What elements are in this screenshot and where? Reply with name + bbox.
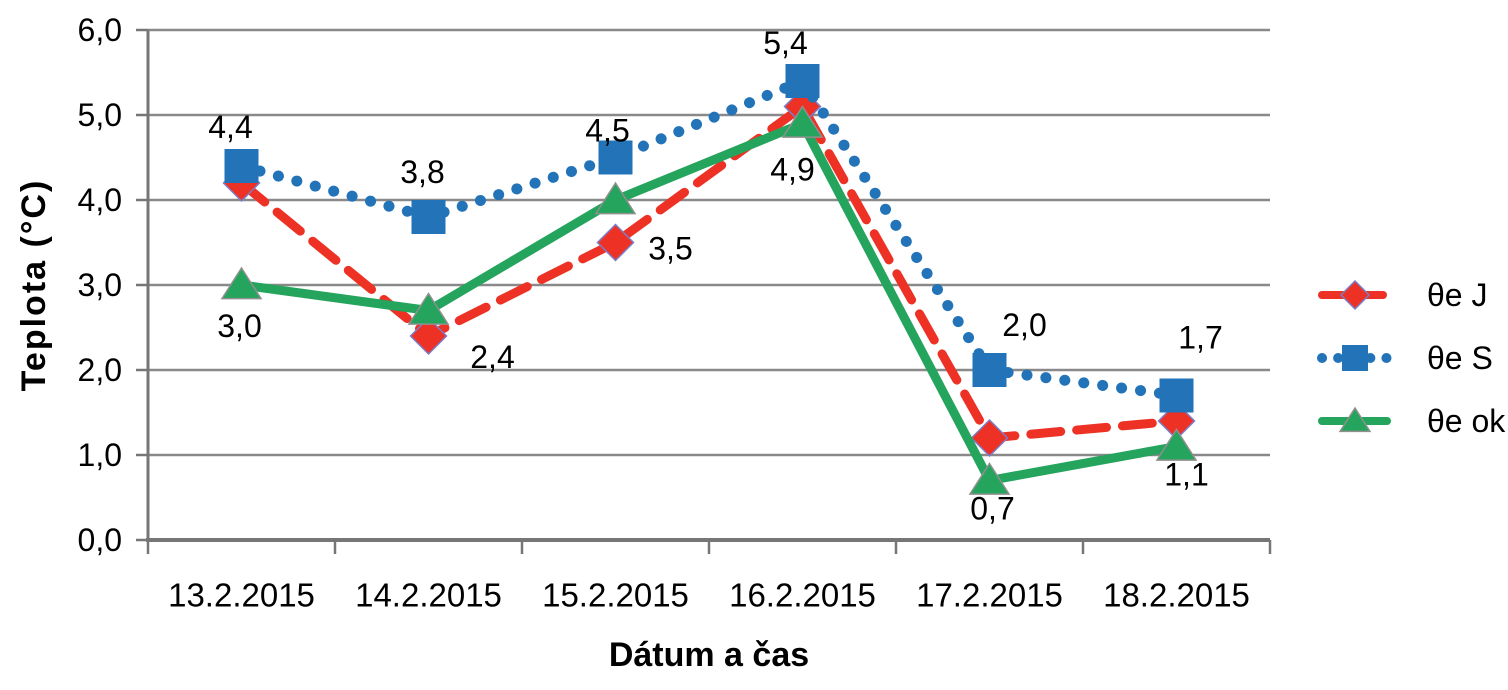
marker-triangle-thetae-ok [968, 462, 1011, 495]
data-label-thetae-ok: 0,7 [970, 491, 1014, 527]
marker-square-thetae-s [598, 140, 633, 175]
legend-item-thetae-ok: θe ok [1318, 403, 1506, 439]
x-tick-label: 16.2.2015 [729, 577, 876, 614]
x-axis-title: Dátum a čas [609, 636, 809, 674]
y-tick-label: 4,0 [78, 182, 122, 218]
series-thetae-j [222, 87, 1196, 458]
x-tick-label: 17.2.2015 [916, 577, 1063, 614]
data-label-thetae-s: 4,4 [208, 109, 252, 145]
series-line-thetae-ok [237, 119, 1181, 485]
data-label-thetae-ok: 3,0 [217, 308, 261, 344]
legend-label-thetae-j: θe J [1427, 277, 1487, 313]
marker-diamond-thetae-j [970, 418, 1009, 458]
y-tick-label: 0,0 [78, 522, 122, 558]
marker-square-thetae-s [1159, 378, 1194, 413]
marker-square-thetae-s [785, 64, 820, 98]
legend-label-thetae-s: θe S [1427, 340, 1493, 376]
marker-triangle-thetae-ok [220, 266, 263, 300]
legend-marker-square-thetae-s [1342, 345, 1368, 371]
marker-triangle-thetae-ok [1155, 428, 1198, 461]
data-label-thetae-j: 2,4 [470, 339, 514, 375]
x-tick-label: 13.2.2015 [168, 577, 315, 614]
data-label-thetae-s: 5,4 [763, 25, 807, 61]
y-tick-label: 6,0 [78, 12, 122, 48]
y-tick-label: 5,0 [78, 97, 122, 133]
marker-diamond-thetae-j [596, 223, 635, 262]
series-thetae-s [224, 64, 1194, 413]
x-tick-label: 14.2.2015 [355, 577, 502, 614]
marker-triangle-thetae-ok [781, 105, 824, 138]
marker-triangle-thetae-ok [407, 292, 450, 325]
marker-diamond-thetae-j [409, 316, 448, 356]
x-tick-label: 15.2.2015 [542, 577, 689, 614]
legend-item-thetae-j: θe J [1318, 277, 1487, 313]
data-label-thetae-j: 3,5 [648, 231, 692, 267]
y-tick-label: 2,0 [78, 352, 122, 388]
legend-marker-triangle-thetae-ok [1338, 406, 1372, 433]
y-tick-label: 1,0 [78, 437, 122, 473]
x-tick-label: 18.2.2015 [1103, 577, 1250, 614]
marker-square-thetae-s [411, 200, 446, 234]
legend-marker-diamond-thetae-j [1339, 279, 1371, 311]
data-label-thetae-ok: 4,9 [770, 152, 814, 188]
marker-triangle-thetae-ok [594, 181, 637, 215]
series-line-thetae-s [236, 75, 1182, 401]
legend-item-thetae-s: θe S [1317, 340, 1493, 376]
data-label-thetae-ok: 1,1 [1164, 457, 1208, 493]
y-tick-label: 3,0 [78, 267, 122, 303]
y-axis-title: Teplota (°C) [15, 179, 53, 392]
data-label-thetae-s: 2,0 [1002, 307, 1046, 343]
legend-label-thetae-ok: θe ok [1427, 403, 1506, 439]
data-label-thetae-s: 4,5 [585, 113, 629, 149]
marker-square-thetae-s [972, 353, 1007, 387]
data-label-thetae-s: 1,7 [1178, 320, 1222, 356]
series-thetae-ok [220, 105, 1198, 495]
data-label-thetae-s: 3,8 [400, 154, 444, 190]
series-line-thetae-j [237, 102, 1181, 443]
marker-square-thetae-s [224, 149, 259, 183]
